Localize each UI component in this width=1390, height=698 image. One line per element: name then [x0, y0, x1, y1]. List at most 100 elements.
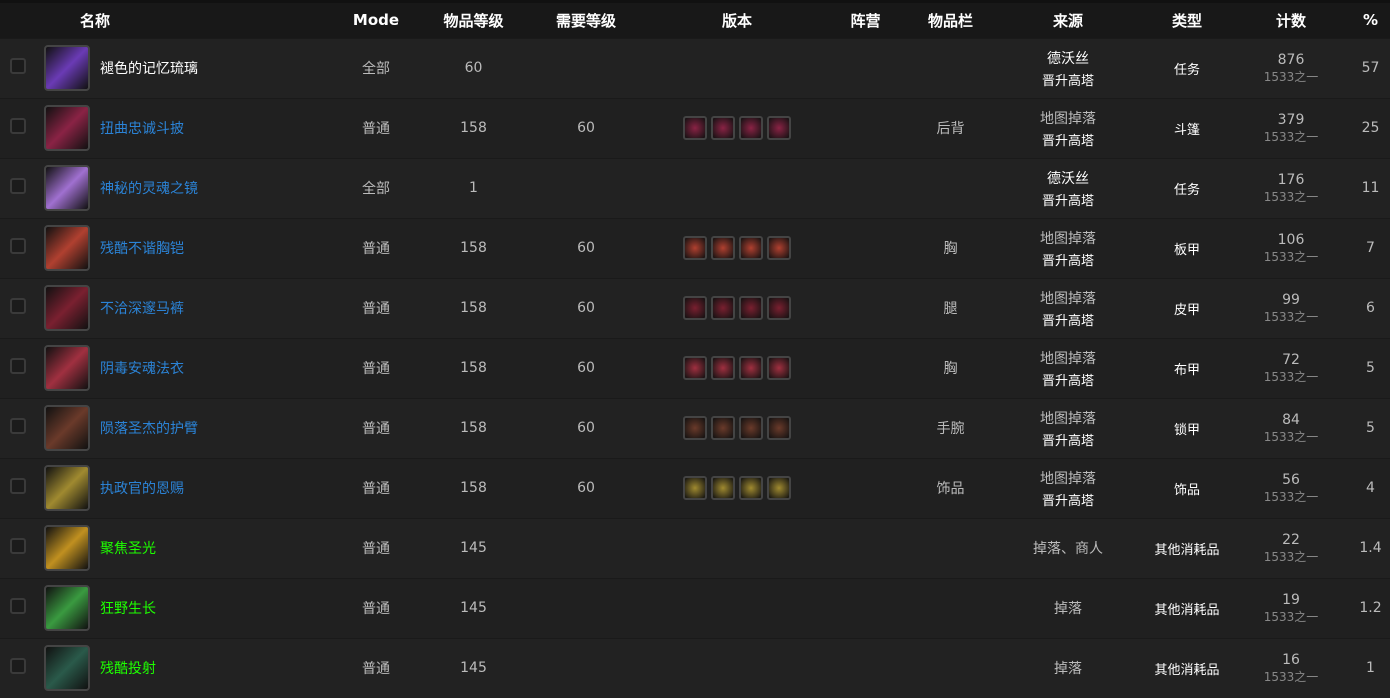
faction: [823, 457, 908, 518]
version-icon[interactable]: [711, 116, 735, 140]
count-total: 1533之一: [1263, 69, 1319, 84]
faction: [823, 577, 908, 638]
row-checkbox[interactable]: [10, 358, 26, 374]
item-name-link[interactable]: 残酷投射: [100, 661, 156, 678]
version-icon[interactable]: [683, 356, 707, 380]
row-checkbox[interactable]: [10, 658, 26, 675]
header-slot[interactable]: 物品栏: [908, 3, 993, 38]
item-name-link[interactable]: 神秘的灵魂之镜: [100, 181, 198, 197]
item-name-link[interactable]: 执政官的恩赐: [100, 481, 184, 497]
plate-chest-icon[interactable]: [44, 225, 90, 271]
version-icon[interactable]: [683, 116, 707, 140]
source-name[interactable]: 德沃丝: [1047, 50, 1089, 67]
item-type: 斗篷: [1143, 97, 1231, 158]
version-icon[interactable]: [739, 476, 763, 500]
source-zone[interactable]: 晋升高塔: [1041, 493, 1094, 509]
item-name-link[interactable]: 阴毒安魂法衣: [100, 361, 184, 377]
source-zone[interactable]: 晋升高塔: [1041, 433, 1094, 449]
item-name-link[interactable]: 聚焦圣光: [100, 541, 156, 557]
source-name[interactable]: 地图掉落: [1040, 230, 1096, 247]
source-zone[interactable]: 晋升高塔: [1041, 193, 1094, 209]
header-faction[interactable]: 阵营: [823, 3, 908, 38]
header-req[interactable]: 需要等级: [521, 3, 651, 38]
soul-mirror-icon[interactable]: [44, 165, 90, 211]
version-icon[interactable]: [739, 296, 763, 320]
item-name-link[interactable]: 狂野生长: [100, 601, 156, 617]
row-checkbox[interactable]: [10, 178, 26, 194]
version-icon[interactable]: [767, 296, 791, 320]
count: 22 1533之一: [1231, 517, 1351, 578]
source-zone[interactable]: 晋升高塔: [1041, 313, 1094, 329]
cloak-icon[interactable]: [44, 105, 90, 151]
version-icon[interactable]: [767, 476, 791, 500]
version-icon[interactable]: [739, 416, 763, 440]
row-checkbox[interactable]: [10, 418, 26, 434]
row-checkbox[interactable]: [10, 118, 26, 134]
leather-legs-icon[interactable]: [44, 285, 90, 331]
row-checkbox[interactable]: [10, 598, 26, 614]
item-type: 任务: [1143, 157, 1231, 218]
faction: [823, 277, 908, 338]
row-checkbox[interactable]: [10, 538, 26, 554]
version-icon[interactable]: [767, 356, 791, 380]
source-zone[interactable]: 晋升高塔: [1041, 373, 1094, 389]
source-name[interactable]: 地图掉落: [1040, 470, 1096, 487]
header-count[interactable]: 计数: [1231, 3, 1351, 38]
mode: 普通: [326, 457, 426, 518]
row-checkbox[interactable]: [10, 58, 26, 74]
cloth-robe-icon[interactable]: [44, 345, 90, 391]
version-icon[interactable]: [711, 296, 735, 320]
source-name[interactable]: 掉落: [1054, 661, 1082, 678]
version-icon[interactable]: [739, 236, 763, 260]
version-icon[interactable]: [739, 356, 763, 380]
purple-crystal-icon[interactable]: [44, 45, 90, 91]
source-name[interactable]: 地图掉落: [1040, 410, 1096, 427]
version-icon[interactable]: [711, 356, 735, 380]
source-name[interactable]: 地图掉落: [1040, 110, 1096, 127]
item-name-link[interactable]: 残酷不谐胸铠: [100, 241, 184, 257]
version-icon[interactable]: [739, 116, 763, 140]
mail-bracers-icon[interactable]: [44, 405, 90, 451]
header-source[interactable]: 来源: [993, 3, 1143, 38]
header-name[interactable]: 名称: [36, 3, 326, 38]
source-name[interactable]: 地图掉落: [1040, 350, 1096, 367]
faction: [823, 217, 908, 278]
source-name[interactable]: 掉落: [1054, 601, 1082, 617]
brutal-projection-icon[interactable]: [44, 645, 90, 692]
version-icon[interactable]: [683, 296, 707, 320]
item-name-link[interactable]: 陨落圣杰的护臂: [100, 421, 198, 437]
version-icon[interactable]: [767, 416, 791, 440]
version-icon[interactable]: [767, 116, 791, 140]
source-zone[interactable]: 晋升高塔: [1041, 73, 1094, 89]
header-ilvl[interactable]: 物品等级: [426, 3, 521, 38]
item-name-link[interactable]: 褪色的记忆琉璃: [100, 61, 198, 77]
versions: [651, 577, 823, 638]
header-version[interactable]: 版本: [651, 3, 823, 38]
wild-growth-icon[interactable]: [44, 585, 90, 631]
source-name[interactable]: 掉落、商人: [1033, 541, 1103, 557]
version-icon[interactable]: [683, 416, 707, 440]
version-icon[interactable]: [711, 416, 735, 440]
version-icon[interactable]: [711, 476, 735, 500]
row-checkbox[interactable]: [10, 478, 26, 494]
trinket-icon[interactable]: [44, 465, 90, 511]
item-name-link[interactable]: 扭曲忠诚斗披: [100, 121, 184, 137]
version-icon[interactable]: [683, 236, 707, 260]
required-level: [521, 637, 651, 698]
source-name[interactable]: 地图掉落: [1040, 290, 1096, 307]
source-zone[interactable]: 晋升高塔: [1041, 133, 1094, 149]
version-icon[interactable]: [767, 236, 791, 260]
header-pct[interactable]: %: [1351, 3, 1390, 38]
source-name[interactable]: 德沃丝: [1047, 170, 1089, 187]
header-mode[interactable]: Mode: [326, 3, 426, 38]
slot: [908, 157, 993, 218]
row-checkbox[interactable]: [10, 298, 26, 314]
version-icon[interactable]: [683, 476, 707, 500]
row-checkbox[interactable]: [10, 238, 26, 254]
source-zone[interactable]: 晋升高塔: [1041, 253, 1094, 269]
count: 72 1533之一: [1231, 337, 1351, 398]
version-icon[interactable]: [711, 236, 735, 260]
item-name-link[interactable]: 不洽深邃马裤: [100, 301, 184, 317]
header-type[interactable]: 类型: [1143, 3, 1231, 38]
holy-light-icon[interactable]: [44, 525, 90, 571]
